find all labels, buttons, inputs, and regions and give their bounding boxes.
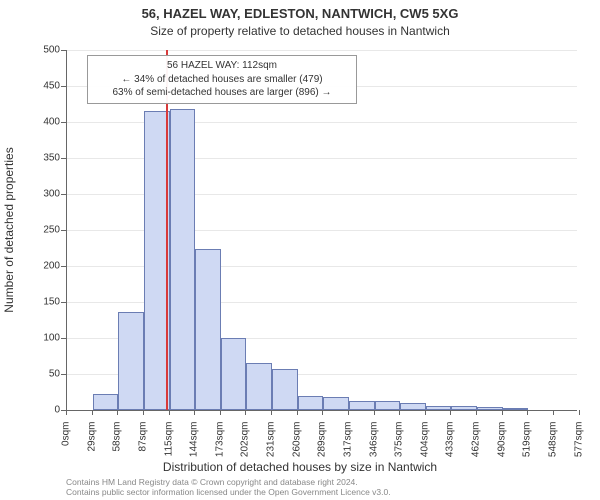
y-tick-label: 50 [10, 369, 60, 380]
x-tick-label: 0sqm [61, 422, 72, 482]
x-tick-label: 115sqm [163, 422, 174, 482]
x-tick-label: 433sqm [445, 422, 456, 482]
x-tick-mark [450, 410, 451, 415]
histogram-bar [93, 394, 119, 410]
y-tick-mark [61, 338, 66, 339]
y-tick-label: 400 [10, 117, 60, 128]
x-tick-label: 231sqm [266, 422, 277, 482]
histogram-bar [323, 397, 349, 410]
histogram-bar [400, 403, 426, 410]
histogram-bar [221, 338, 247, 410]
y-tick-label: 200 [10, 261, 60, 272]
annotation-line3: 63% of semi-detached houses are larger (… [94, 86, 350, 100]
x-tick-mark [553, 410, 554, 415]
x-tick-label: 462sqm [471, 422, 482, 482]
y-tick-mark [61, 86, 66, 87]
x-tick-label: 260sqm [291, 422, 302, 482]
footer-line2: Contains public sector information licen… [66, 488, 391, 498]
x-tick-mark [502, 410, 503, 415]
histogram-bar [246, 363, 272, 410]
histogram-bar [298, 396, 324, 410]
histogram-bar [349, 401, 375, 410]
gridline [67, 50, 577, 51]
histogram-bar [118, 312, 144, 410]
x-tick-mark [579, 410, 580, 415]
x-tick-mark [322, 410, 323, 415]
plot-area: 56 HAZEL WAY: 112sqm ← 34% of detached h… [66, 50, 577, 411]
x-tick-mark [117, 410, 118, 415]
chart-container: 56, HAZEL WAY, EDLESTON, NANTWICH, CW5 5… [0, 0, 600, 500]
y-tick-mark [61, 302, 66, 303]
x-tick-mark [66, 410, 67, 415]
y-tick-mark [61, 266, 66, 267]
y-tick-mark [61, 194, 66, 195]
x-tick-label: 317sqm [342, 422, 353, 482]
y-tick-label: 300 [10, 189, 60, 200]
x-tick-mark [297, 410, 298, 415]
x-tick-mark [425, 410, 426, 415]
y-tick-mark [61, 122, 66, 123]
x-tick-mark [220, 410, 221, 415]
x-tick-label: 87sqm [137, 422, 148, 482]
x-tick-mark [143, 410, 144, 415]
x-tick-label: 202sqm [240, 422, 251, 482]
x-tick-label: 548sqm [548, 422, 559, 482]
reference-line [166, 50, 168, 410]
histogram-bar [170, 109, 196, 410]
annotation-line1: 56 HAZEL WAY: 112sqm [94, 59, 350, 73]
x-tick-mark [374, 410, 375, 415]
histogram-bar [503, 408, 529, 410]
x-tick-label: 577sqm [573, 422, 584, 482]
chart-title-main: 56, HAZEL WAY, EDLESTON, NANTWICH, CW5 5… [0, 6, 600, 21]
x-tick-label: 289sqm [317, 422, 328, 482]
y-tick-mark [61, 50, 66, 51]
annotation-box: 56 HAZEL WAY: 112sqm ← 34% of detached h… [87, 55, 357, 104]
histogram-bar [272, 369, 298, 410]
x-tick-label: 29sqm [86, 422, 97, 482]
x-tick-mark [271, 410, 272, 415]
x-tick-mark [399, 410, 400, 415]
x-tick-mark [527, 410, 528, 415]
y-tick-label: 150 [10, 297, 60, 308]
x-tick-mark [245, 410, 246, 415]
x-tick-mark [92, 410, 93, 415]
histogram-bar [451, 406, 477, 410]
y-tick-label: 100 [10, 333, 60, 344]
x-tick-mark [169, 410, 170, 415]
y-tick-mark [61, 158, 66, 159]
x-tick-label: 144sqm [189, 422, 200, 482]
x-tick-label: 490sqm [496, 422, 507, 482]
chart-title-sub: Size of property relative to detached ho… [0, 24, 600, 38]
histogram-bar [477, 407, 503, 410]
y-tick-label: 250 [10, 225, 60, 236]
histogram-bar [195, 249, 221, 410]
x-tick-label: 404sqm [419, 422, 430, 482]
x-tick-label: 375sqm [394, 422, 405, 482]
x-tick-mark [348, 410, 349, 415]
histogram-bar [375, 401, 401, 410]
y-tick-label: 350 [10, 153, 60, 164]
y-tick-label: 500 [10, 45, 60, 56]
y-tick-label: 0 [10, 405, 60, 416]
x-tick-label: 58sqm [112, 422, 123, 482]
x-tick-mark [194, 410, 195, 415]
y-tick-mark [61, 374, 66, 375]
x-tick-label: 519sqm [522, 422, 533, 482]
x-tick-label: 346sqm [368, 422, 379, 482]
annotation-line2: ← 34% of detached houses are smaller (47… [94, 73, 350, 87]
y-tick-mark [61, 230, 66, 231]
x-tick-mark [476, 410, 477, 415]
x-tick-label: 173sqm [214, 422, 225, 482]
histogram-bar [426, 406, 452, 410]
y-tick-label: 450 [10, 81, 60, 92]
